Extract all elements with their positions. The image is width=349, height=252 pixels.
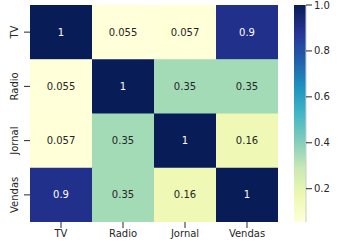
svg-text:0.057: 0.057 [171, 27, 200, 38]
svg-text:1: 1 [58, 27, 64, 38]
svg-text:TV: TV [54, 228, 68, 239]
svg-text:Radio: Radio [9, 72, 20, 100]
svg-text:0.9: 0.9 [239, 27, 255, 38]
svg-text:Vendas: Vendas [229, 228, 265, 239]
svg-text:0.16: 0.16 [174, 189, 196, 200]
svg-text:Jornal: Jornal [9, 127, 20, 156]
svg-text:Vendas: Vendas [9, 177, 20, 213]
svg-text:1: 1 [244, 189, 250, 200]
svg-text:0.35: 0.35 [112, 189, 134, 200]
svg-text:0.35: 0.35 [174, 81, 196, 92]
svg-text:0.4: 0.4 [314, 137, 330, 148]
svg-text:1: 1 [120, 81, 126, 92]
svg-text:0.057: 0.057 [47, 135, 76, 146]
svg-text:1: 1 [182, 135, 188, 146]
svg-text:0.16: 0.16 [236, 135, 258, 146]
svg-text:0.2: 0.2 [314, 183, 330, 194]
svg-text:TV: TV [9, 25, 20, 39]
svg-text:0.8: 0.8 [314, 45, 330, 56]
svg-text:1.0: 1.0 [314, 0, 330, 11]
svg-text:0.35: 0.35 [236, 81, 258, 92]
svg-text:Radio: Radio [109, 228, 137, 239]
svg-text:0.35: 0.35 [112, 135, 134, 146]
svg-text:0.9: 0.9 [53, 189, 69, 200]
svg-text:Jornal: Jornal [170, 228, 199, 239]
svg-text:0.6: 0.6 [314, 91, 330, 102]
svg-text:0.055: 0.055 [109, 27, 138, 38]
svg-text:0.055: 0.055 [47, 81, 76, 92]
